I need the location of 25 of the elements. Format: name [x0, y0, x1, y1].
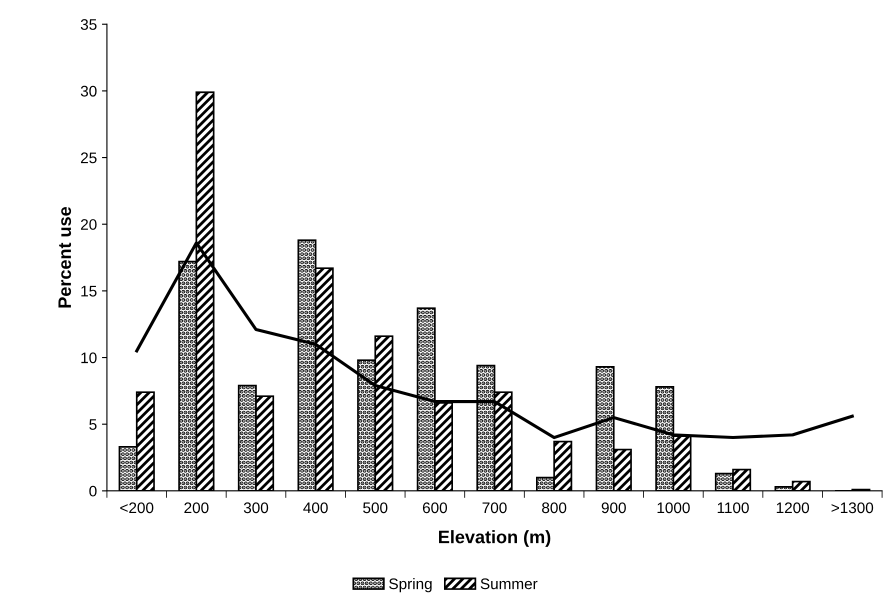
y-tick-label: 25: [80, 152, 97, 164]
y-tick-label: 0: [89, 486, 97, 497]
x-tick-label: 1200: [776, 502, 810, 514]
x-tick-label: 1000: [658, 502, 690, 514]
legend-label: Spring: [389, 578, 432, 592]
y-tick-label: 15: [81, 286, 97, 297]
x-tick-label: >1300: [832, 502, 874, 514]
x-tick-label: 800: [542, 502, 566, 514]
x-tick-label: 500: [363, 502, 388, 514]
x-tick-label: 400: [303, 502, 328, 514]
x-tick-label: 700: [482, 502, 507, 514]
y-tick-label: 30: [80, 86, 97, 97]
x-axis-title: Elevation (m): [439, 530, 550, 547]
y-axis-title: Percent use: [58, 206, 72, 308]
y-tick-label: 10: [81, 352, 97, 364]
x-tick-label: 300: [244, 502, 268, 514]
y-tick-label: 35: [80, 19, 97, 30]
y-tick-label: 5: [89, 419, 97, 430]
legend-label: Summer: [480, 578, 538, 590]
x-tick-label: <200: [120, 502, 154, 514]
x-tick-label: 600: [422, 502, 448, 514]
x-tick-label: 200: [184, 502, 209, 514]
x-tick-label: 1100: [718, 502, 749, 514]
x-tick-label: 900: [602, 502, 626, 514]
y-tick-label: 20: [80, 219, 97, 230]
